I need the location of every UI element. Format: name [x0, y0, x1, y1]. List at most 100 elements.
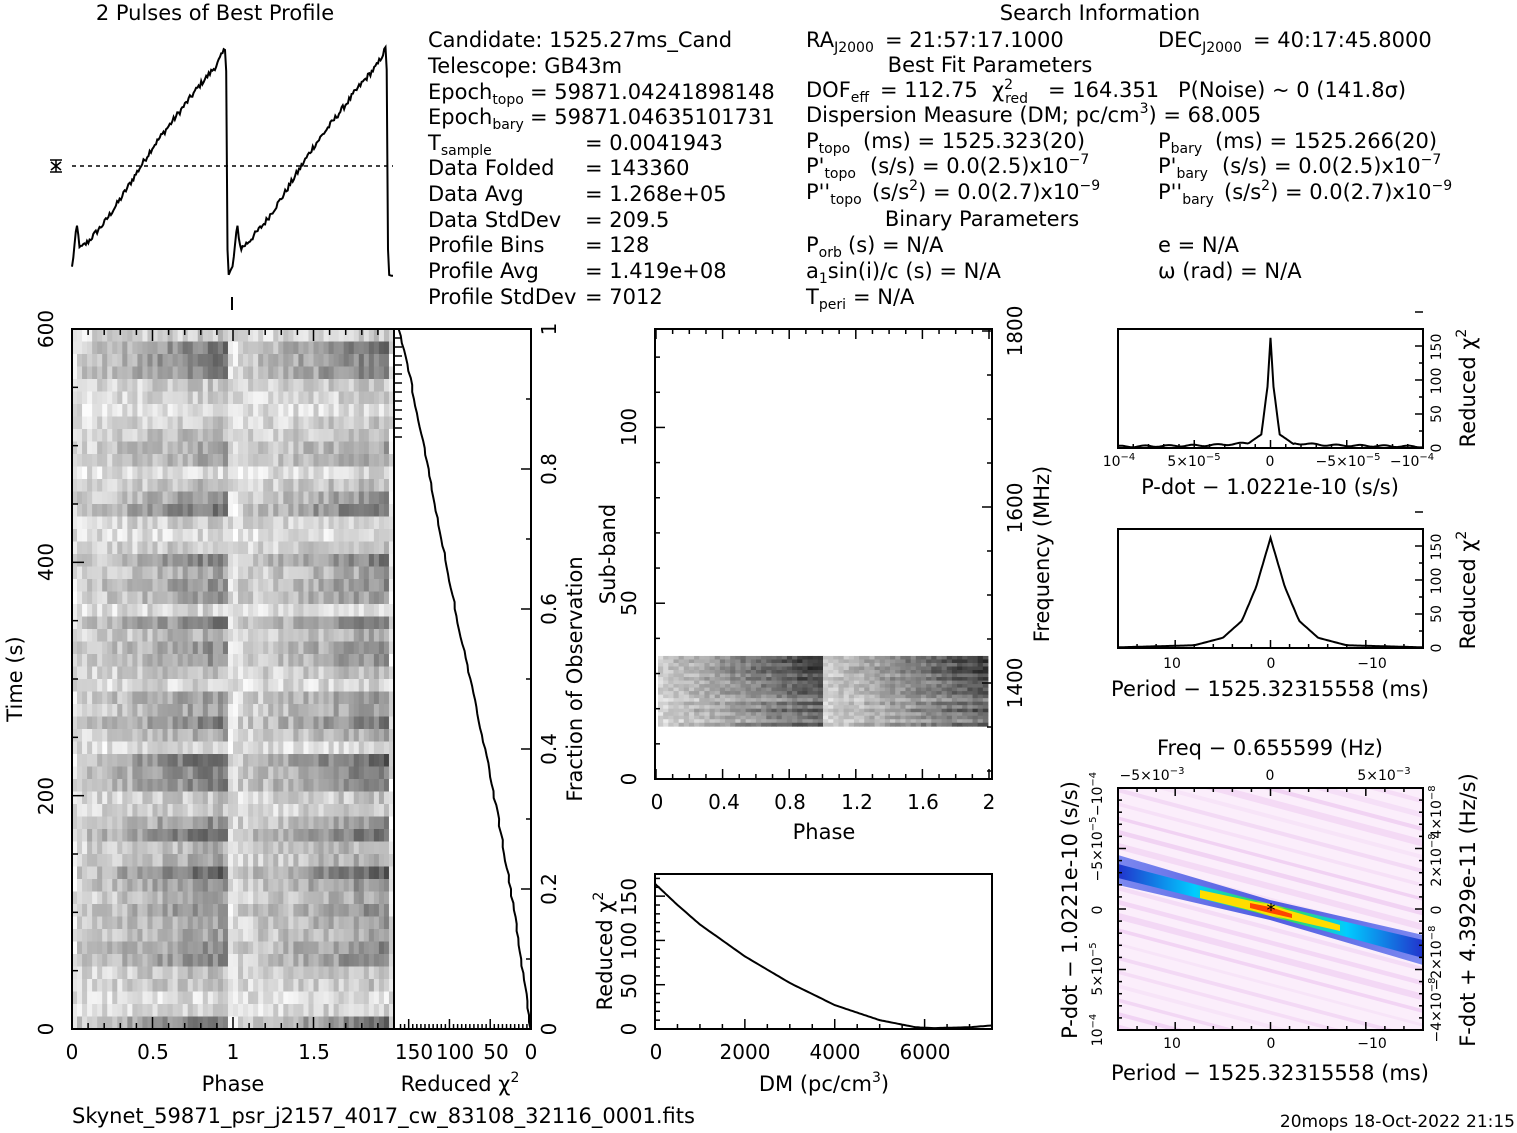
tp-cell: [112, 904, 118, 917]
tp-cell: [207, 779, 214, 792]
tp-cell: [268, 616, 274, 630]
tp-cell: [77, 979, 83, 992]
sb-cell: [673, 673, 680, 678]
tp-cell: [358, 679, 365, 692]
tp-cell: [333, 341, 340, 355]
tp-cell: [273, 679, 279, 692]
tp-cell: [373, 854, 380, 867]
tp-cell: [192, 679, 199, 692]
tp-cell: [353, 904, 360, 917]
tp-cell: [72, 329, 78, 342]
tp-cell: [142, 966, 148, 980]
tp-cell: [122, 629, 128, 642]
tp-cell: [177, 516, 184, 530]
tp-cell: [238, 629, 244, 642]
tp-cell: [293, 529, 299, 542]
tp-cell: [333, 929, 340, 942]
tp-cell: [117, 941, 123, 955]
tp-cell: [207, 441, 214, 455]
tp-cell: [368, 891, 375, 905]
tp-cell: [238, 529, 244, 542]
tp-cell: [363, 729, 370, 742]
tp-cell: [303, 416, 309, 430]
tp-cell: [212, 541, 219, 555]
tp-cell: [132, 766, 138, 780]
sb-cell: [967, 691, 973, 696]
tp-cell: [87, 566, 93, 580]
tp-cell: [313, 579, 319, 592]
tp-cell: [152, 391, 158, 405]
tp-cell: [132, 466, 138, 480]
sb-cell: [699, 701, 705, 706]
tp-cell: [72, 1004, 78, 1017]
tp-cell: [177, 604, 184, 617]
tp-cell: [308, 979, 314, 992]
tp-cell: [162, 591, 168, 605]
tp-cell: [233, 454, 239, 467]
p-topo-value: (ms) = 1525.323(20): [863, 129, 1085, 153]
tp-cell: [207, 966, 214, 980]
tp-cell: [373, 566, 380, 580]
tp-cell: [358, 691, 365, 705]
tp-cell: [182, 404, 189, 417]
tp-cell: [142, 429, 148, 442]
sb-cell: [972, 705, 979, 710]
tp-cell: [333, 704, 340, 717]
tp-cell: [92, 741, 98, 755]
tp-cell: [112, 666, 118, 680]
sb-cell: [658, 677, 664, 681]
tp-cell: [227, 541, 234, 555]
sb-cell: [859, 698, 865, 703]
sb-cell: [761, 701, 767, 706]
tp-cell: [102, 991, 108, 1005]
tp-cell: [157, 941, 163, 955]
sb-cell: [843, 694, 850, 699]
tp-cell: [243, 641, 249, 655]
sb-cell: [766, 698, 772, 703]
sb-cell: [781, 691, 788, 696]
pulse-profile-plot: [50, 44, 393, 310]
tp-cell: [353, 616, 360, 630]
tp-cell: [187, 629, 194, 642]
tp-cell: [253, 841, 259, 855]
tp-cell: [263, 329, 269, 342]
sb-cell: [792, 701, 798, 706]
tp-cell: [142, 416, 148, 430]
tp-cell: [217, 691, 224, 705]
tp-cell: [293, 504, 299, 517]
tp-cell: [122, 879, 128, 892]
sb-cell: [926, 670, 932, 674]
tp-cell: [192, 566, 199, 580]
tp-cell: [253, 629, 259, 642]
tp-cell: [147, 341, 153, 355]
tp-cell: [343, 391, 350, 405]
sb-cell: [714, 655, 721, 660]
tp-cell: [308, 404, 314, 417]
sb-cell: [890, 715, 896, 720]
tp-cell: [72, 454, 78, 467]
tp-cell: [248, 829, 254, 842]
sb-cell: [951, 680, 958, 685]
tp-cell: [217, 441, 224, 455]
tp-cell: [182, 954, 189, 967]
frac-tick-1: 1: [537, 323, 561, 336]
tp-cell: [238, 829, 244, 842]
tp-cell: [142, 566, 148, 580]
tp-cell: [162, 579, 168, 592]
tp-cell: [353, 441, 360, 455]
tp-cell: [278, 741, 284, 755]
tp-cell: [358, 391, 365, 405]
sb-cell: [735, 655, 741, 660]
tp-cell: [383, 779, 390, 792]
tp-cell: [238, 879, 244, 892]
tp-cell: [368, 616, 375, 630]
tp-cell: [182, 429, 189, 442]
tp-cell: [187, 666, 194, 680]
tp-cell: [333, 454, 340, 467]
tp-cell: [197, 466, 204, 480]
tp-cell: [358, 379, 365, 392]
sb-cell: [776, 719, 783, 724]
tp-cell: [238, 954, 244, 967]
tp-cell: [343, 904, 350, 917]
tp-cell: [112, 629, 118, 642]
